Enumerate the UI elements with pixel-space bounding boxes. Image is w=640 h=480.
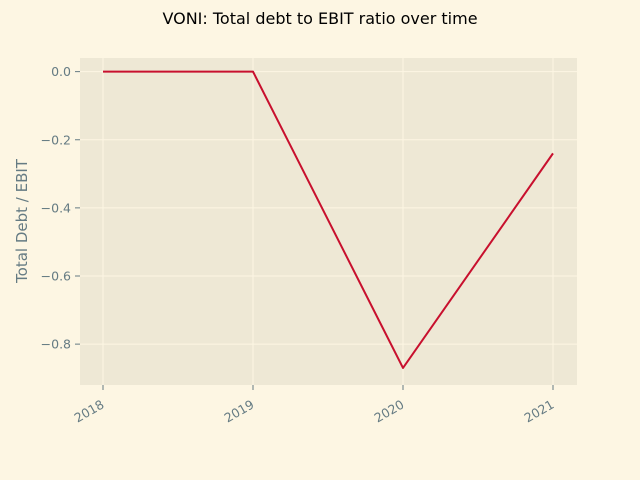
y-tick-label: −0.8 [41, 337, 71, 352]
y-tick-label: −0.6 [41, 269, 71, 284]
y-axis-label: Total Debt / EBIT [13, 158, 31, 284]
y-tick-label: −0.2 [41, 132, 71, 147]
series-line [103, 70, 554, 369]
y-axis-ticks: 0.0 −0.2 −0.4 −0.6 −0.8 [41, 64, 80, 352]
chart-title: VONI: Total debt to EBIT ratio over time [162, 9, 477, 28]
series-layer [103, 70, 554, 369]
y-tick-label: −0.4 [41, 200, 71, 215]
y-tick-label: 0.0 [51, 64, 71, 79]
